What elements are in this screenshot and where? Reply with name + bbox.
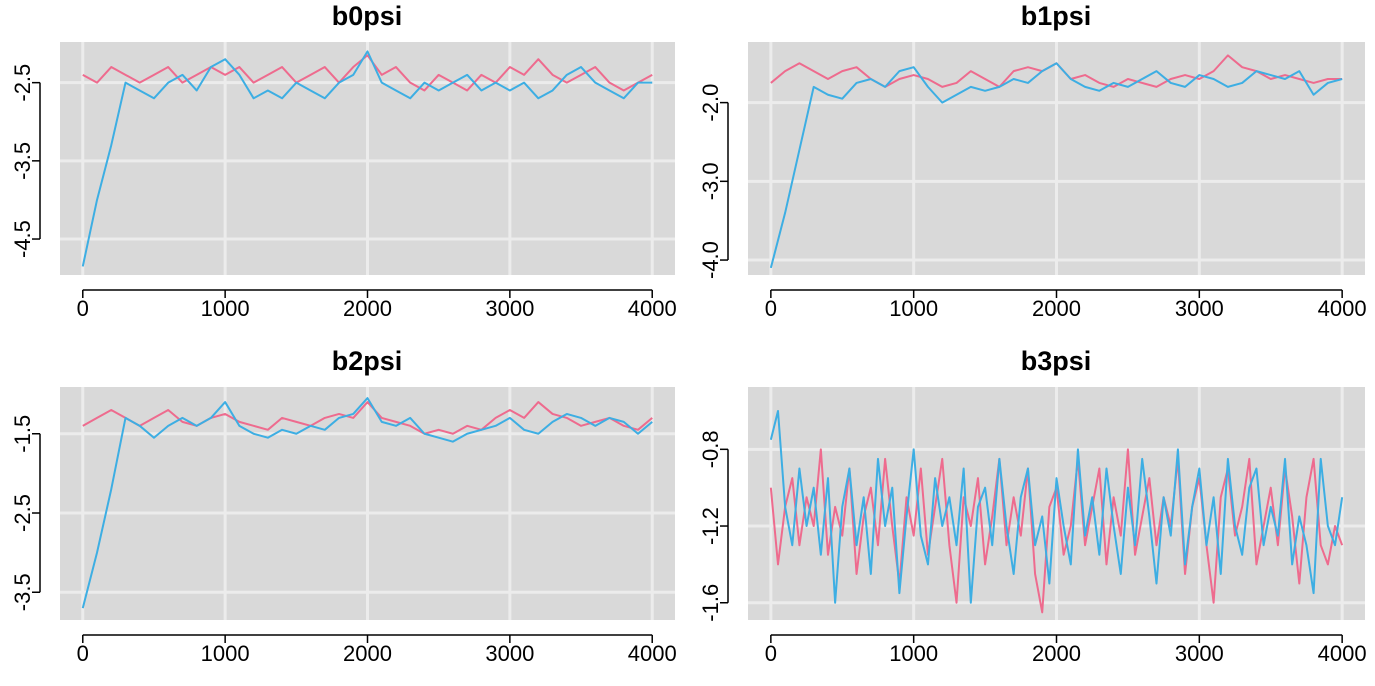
x-tick-label: 4000 xyxy=(1318,296,1367,321)
x-tick-label: 4000 xyxy=(628,296,677,321)
y-tick-label: -1.2 xyxy=(698,507,723,545)
trace-line xyxy=(81,50,653,267)
x-tick-label: 3000 xyxy=(485,641,534,666)
chart-title: b0psi xyxy=(332,1,403,31)
x-tick-label: 3000 xyxy=(485,296,534,321)
y-tick-label: -3.0 xyxy=(698,162,723,200)
x-tick-label: 0 xyxy=(77,296,89,321)
y-tick-label: -4.0 xyxy=(698,241,723,279)
y-tick-label: -3.5 xyxy=(10,142,35,180)
trace-line xyxy=(769,62,1343,269)
chart-title: b1psi xyxy=(1021,1,1092,31)
y-tick-label: -3.5 xyxy=(10,573,35,611)
trace-line xyxy=(769,409,1344,604)
chart-title: b2psi xyxy=(332,346,403,376)
x-tick-label: 0 xyxy=(765,296,777,321)
x-tick-label: 1000 xyxy=(201,296,250,321)
x-tick-label: 4000 xyxy=(628,641,677,666)
x-tick-label: 2000 xyxy=(1032,296,1081,321)
x-tick-label: 2000 xyxy=(343,296,392,321)
y-tick-label: -4.5 xyxy=(10,220,35,258)
y-tick-label: -1.5 xyxy=(10,415,35,453)
x-tick-label: 1000 xyxy=(201,641,250,666)
y-tick-label: -2.5 xyxy=(10,64,35,102)
trace-line xyxy=(81,397,653,609)
x-tick-label: 2000 xyxy=(343,641,392,666)
x-tick-label: 0 xyxy=(77,641,89,666)
y-tick-label: -2.0 xyxy=(698,84,723,122)
trace-line xyxy=(82,401,653,435)
y-tick-label: -1.6 xyxy=(698,584,723,622)
y-tick-label: -0.8 xyxy=(698,430,723,468)
x-tick-label: 3000 xyxy=(1175,641,1224,666)
y-tick-label: -2.5 xyxy=(10,494,35,532)
x-tick-label: 0 xyxy=(765,641,777,666)
x-tick-label: 1000 xyxy=(889,296,938,321)
x-tick-label: 2000 xyxy=(1032,641,1081,666)
x-tick-label: 3000 xyxy=(1175,296,1224,321)
chart-title: b3psi xyxy=(1021,346,1092,376)
x-tick-label: 4000 xyxy=(1318,641,1367,666)
x-tick-label: 1000 xyxy=(889,641,938,666)
